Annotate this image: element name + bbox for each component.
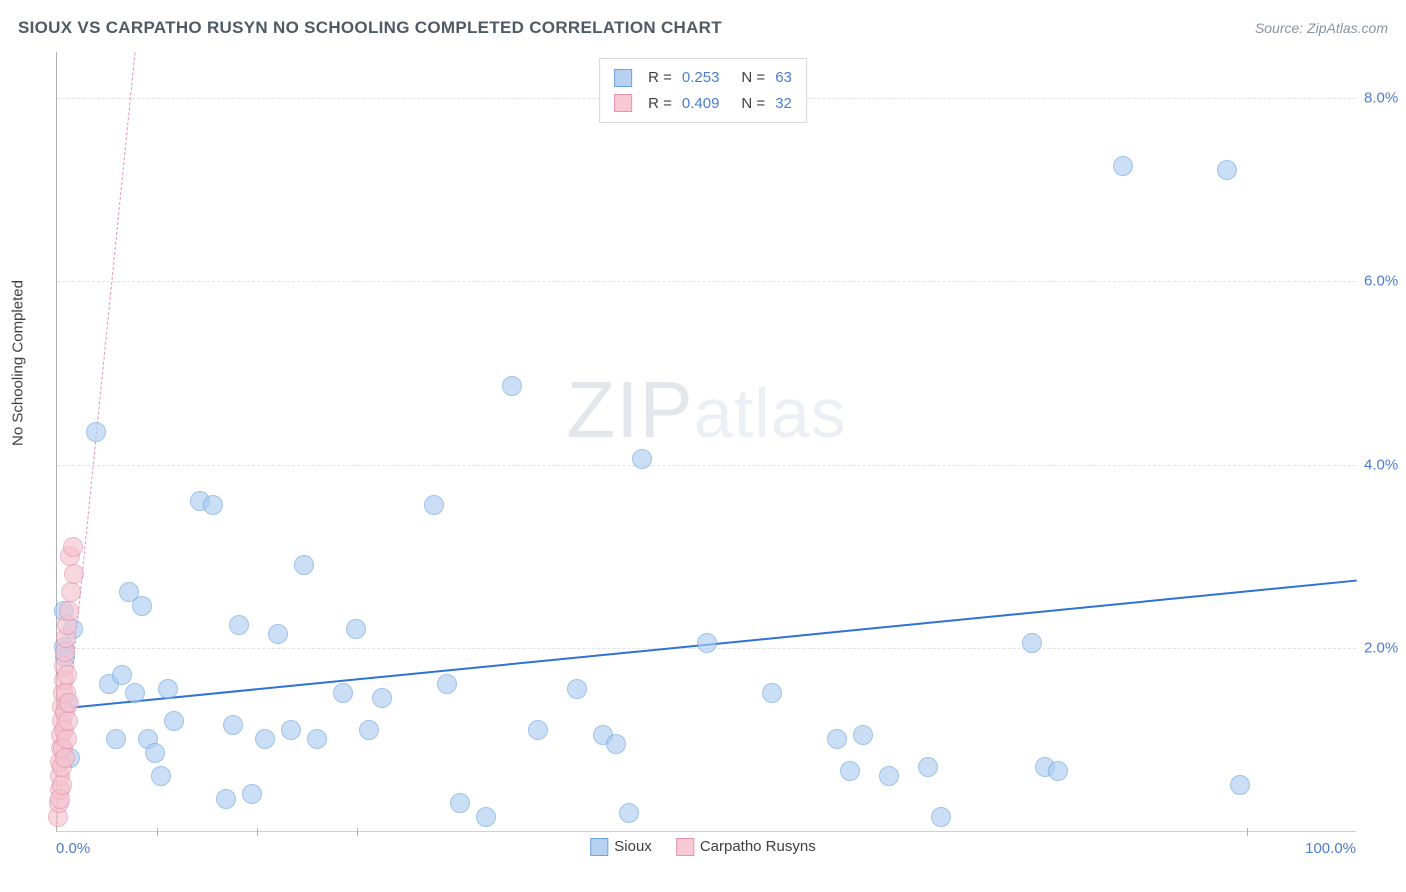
legend-label: Carpatho Rusyns	[700, 838, 816, 855]
data-point	[61, 582, 81, 602]
n-label: N =	[741, 65, 765, 91]
legend-label: Sioux	[614, 838, 652, 855]
x-tick-mark	[1247, 828, 1248, 836]
r-value: 0.253	[682, 65, 720, 91]
stats-legend: R = 0.253 N = 63 R = 0.409 N = 32	[599, 58, 807, 123]
data-point	[229, 615, 249, 635]
data-point	[567, 679, 587, 699]
y-axis-label: No Schooling Completed	[10, 280, 27, 446]
data-point	[437, 674, 457, 694]
data-point	[64, 564, 84, 584]
stats-row-1: R = 0.409 N = 32	[614, 91, 792, 117]
data-point	[307, 729, 327, 749]
chart-title: SIOUX VS CARPATHO RUSYN NO SCHOOLING COM…	[18, 18, 722, 38]
x-axis-legend: Sioux Carpatho Rusyns	[590, 838, 815, 856]
data-point	[57, 665, 77, 685]
data-point	[918, 757, 938, 777]
data-point	[281, 720, 301, 740]
data-point	[827, 729, 847, 749]
gridline	[57, 281, 1356, 282]
x-tick-max: 100.0%	[1305, 840, 1356, 857]
x-tick-mark	[257, 828, 258, 836]
data-point	[203, 495, 223, 515]
swatch-rusyn-icon	[614, 94, 632, 112]
data-point	[223, 715, 243, 735]
r-label: R =	[648, 65, 672, 91]
legend-item-rusyn: Carpatho Rusyns	[676, 838, 816, 856]
source-name: ZipAtlas.com	[1307, 20, 1388, 36]
swatch-rusyn-icon	[676, 838, 694, 856]
data-point	[450, 793, 470, 813]
data-point	[476, 807, 496, 827]
data-point	[1217, 160, 1237, 180]
data-point	[132, 596, 152, 616]
data-point	[372, 688, 392, 708]
source-credit: Source: ZipAtlas.com	[1255, 20, 1388, 36]
x-tick-mark	[357, 828, 358, 836]
swatch-sioux-icon	[590, 838, 608, 856]
x-tick-mark	[157, 828, 158, 836]
data-point	[840, 761, 860, 781]
data-point	[58, 711, 78, 731]
n-label: N =	[741, 91, 765, 117]
data-point	[632, 449, 652, 469]
r-label: R =	[648, 91, 672, 117]
data-point	[158, 679, 178, 699]
data-point	[151, 766, 171, 786]
data-point	[63, 537, 83, 557]
plot-area: ZIPatlas 2.0%4.0%6.0%8.0%	[56, 52, 1356, 832]
data-point	[59, 693, 79, 713]
data-point	[112, 665, 132, 685]
data-point	[606, 734, 626, 754]
data-point	[106, 729, 126, 749]
data-point	[697, 633, 717, 653]
data-point	[424, 495, 444, 515]
data-point	[333, 683, 353, 703]
data-point	[242, 784, 262, 804]
n-value: 63	[775, 65, 792, 91]
y-tick-label: 2.0%	[1364, 640, 1406, 657]
gridline	[57, 465, 1356, 466]
swatch-sioux-icon	[614, 69, 632, 87]
y-tick-label: 6.0%	[1364, 273, 1406, 290]
data-point	[145, 743, 165, 763]
data-point	[359, 720, 379, 740]
data-point	[1113, 156, 1133, 176]
data-point	[52, 775, 72, 795]
y-tick-label: 8.0%	[1364, 89, 1406, 106]
data-point	[619, 803, 639, 823]
r-value: 0.409	[682, 91, 720, 117]
data-point	[164, 711, 184, 731]
y-tick-label: 4.0%	[1364, 456, 1406, 473]
data-point	[1048, 761, 1068, 781]
data-point	[346, 619, 366, 639]
title-bar: SIOUX VS CARPATHO RUSYN NO SCHOOLING COM…	[18, 18, 1388, 38]
data-point	[216, 789, 236, 809]
data-point	[762, 683, 782, 703]
data-point	[879, 766, 899, 786]
x-tick-min: 0.0%	[56, 840, 90, 857]
data-point	[853, 725, 873, 745]
n-value: 32	[775, 91, 792, 117]
data-point	[86, 422, 106, 442]
watermark-zip: ZIP	[566, 365, 693, 454]
data-point	[294, 555, 314, 575]
data-point	[55, 748, 75, 768]
data-point	[1230, 775, 1250, 795]
data-point	[57, 729, 77, 749]
data-point	[931, 807, 951, 827]
watermark-atlas: atlas	[694, 374, 847, 452]
data-point	[125, 683, 145, 703]
data-point	[268, 624, 288, 644]
source-prefix: Source:	[1255, 20, 1307, 36]
stats-row-0: R = 0.253 N = 63	[614, 65, 792, 91]
data-point	[255, 729, 275, 749]
watermark: ZIPatlas	[566, 364, 846, 456]
legend-item-sioux: Sioux	[590, 838, 652, 856]
data-point	[59, 601, 79, 621]
data-point	[1022, 633, 1042, 653]
data-point	[502, 376, 522, 396]
data-point	[528, 720, 548, 740]
